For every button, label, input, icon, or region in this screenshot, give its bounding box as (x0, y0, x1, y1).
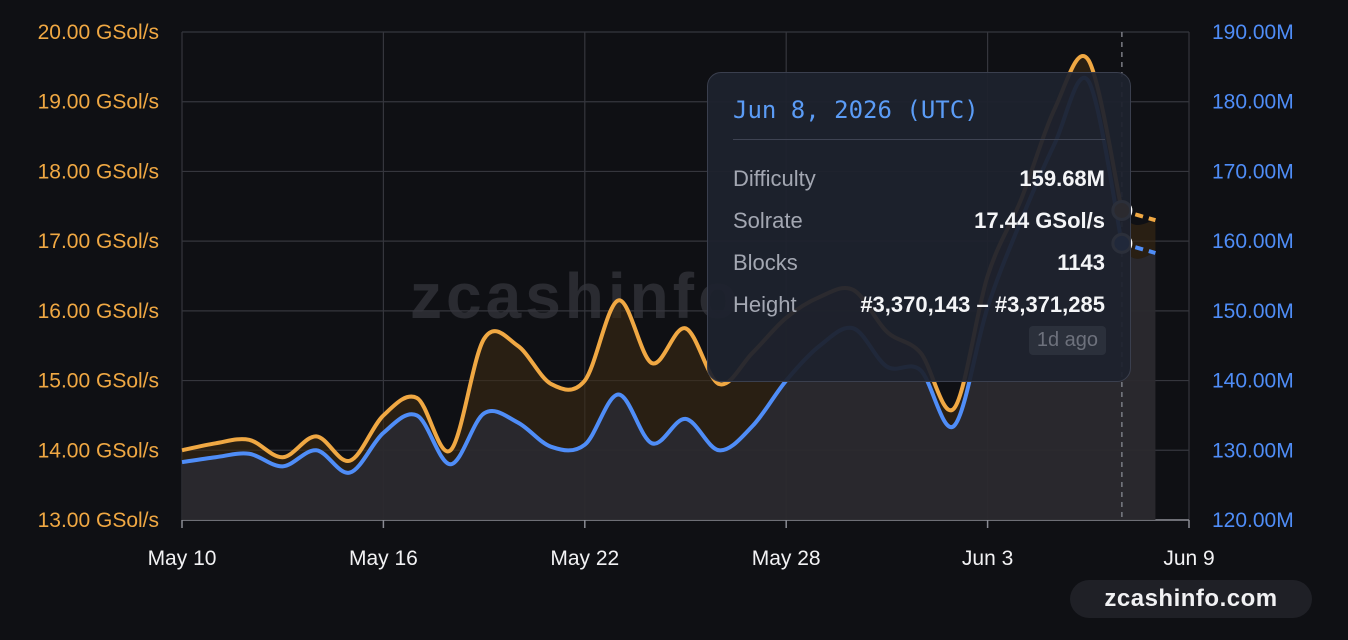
y-right-tick-label: 170.00M (1212, 160, 1294, 183)
y-left-tick-label: 14.00 GSol/s (38, 439, 159, 462)
y-left-tick-label: 18.00 GSol/s (38, 160, 159, 183)
solrate-band-area (182, 55, 1156, 473)
tooltip-value: 159.68M (1019, 166, 1105, 191)
x-tick-label: May 16 (349, 547, 418, 570)
watermark: zcashinfo (410, 260, 741, 332)
y-right-tick-label: 150.00M (1212, 300, 1294, 323)
tooltip-value: 17.44 GSol/s (974, 208, 1105, 233)
y-left-tick-label: 19.00 GSol/s (38, 91, 159, 114)
x-tick-label: May 10 (148, 547, 217, 570)
tooltip-age-badge: 1d ago (1028, 326, 1106, 355)
tooltip-value: #3,370,143 – #3,371,285 (860, 292, 1105, 317)
tooltip-row-solrate: Solrate 17.44 GSol/s (733, 200, 1105, 242)
x-tick-label: Jun 3 (962, 547, 1013, 570)
tooltip-label: Height (733, 292, 797, 317)
tooltip-row-difficulty: Difficulty 159.68M (733, 158, 1105, 200)
tooltip-label: Blocks (733, 250, 798, 275)
tooltip-separator (733, 139, 1105, 140)
y-right-tick-label: 190.00M (1212, 21, 1294, 44)
x-tick-label: May 22 (550, 547, 619, 570)
tooltip: Jun 8, 2026 (UTC) Difficulty 159.68M Sol… (707, 72, 1131, 382)
y-left-tick-label: 17.00 GSol/s (38, 230, 159, 253)
tooltip-value: 1143 (1057, 250, 1105, 275)
y-right-tick-label: 120.00M (1212, 509, 1294, 532)
difficulty-area (182, 77, 1156, 521)
x-tick-label: May 28 (752, 547, 821, 570)
y-right-tick-label: 180.00M (1212, 91, 1294, 114)
y-right-tick-label: 160.00M (1212, 230, 1294, 253)
x-tick-label: Jun 9 (1163, 547, 1214, 570)
y-right-tick-label: 130.00M (1212, 439, 1294, 462)
y-left-tick-label: 16.00 GSol/s (38, 300, 159, 323)
tooltip-row-height: Height #3,370,143 – #3,371,285 (733, 284, 1105, 326)
tooltip-label: Solrate (733, 208, 803, 233)
y-left-tick-label: 20.00 GSol/s (38, 21, 159, 44)
y-left-tick-label: 15.00 GSol/s (38, 370, 159, 393)
brand-link[interactable]: zcashinfo.com (1070, 580, 1312, 618)
tooltip-label: Difficulty (733, 166, 816, 191)
y-right-tick-label: 140.00M (1212, 370, 1294, 393)
y-left-tick-label: 13.00 GSol/s (38, 509, 159, 532)
tooltip-date: Jun 8, 2026 (UTC) (733, 96, 979, 124)
tooltip-row-blocks: Blocks 1143 (733, 242, 1105, 284)
